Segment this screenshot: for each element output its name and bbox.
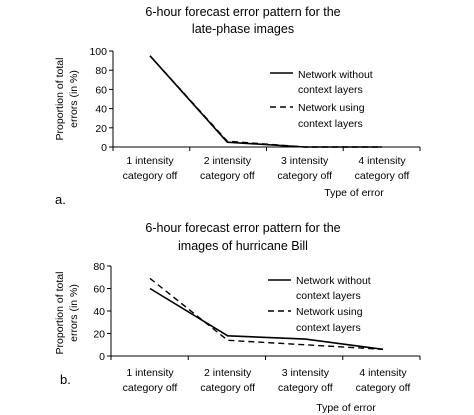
x-tick-label: category off <box>356 382 411 394</box>
y-tick-label: 60 <box>95 84 107 96</box>
chart-title-line: 6-hour forecast error pattern for the <box>145 5 340 19</box>
x-tick-label: 4 intensity <box>359 367 407 379</box>
x-tick-label: category off <box>123 170 178 182</box>
x-tick-label: category off <box>277 170 332 182</box>
y-tick-label: 40 <box>93 306 105 318</box>
legend-label: Network using <box>298 102 365 114</box>
y-tick-label: 80 <box>95 65 107 77</box>
series-line-with-context <box>149 55 382 148</box>
x-tick-label: 1 intensity <box>126 155 174 167</box>
x-axis-label: Type of error <box>316 402 376 414</box>
y-tick-label: 20 <box>95 123 107 135</box>
x-tick-label: 2 intensity <box>204 367 252 379</box>
y-axis-label-line: Proportion of total <box>54 272 66 355</box>
legend-label: Network without <box>298 69 373 81</box>
series-line-without-context <box>149 287 384 351</box>
legend-label: Network without <box>296 275 371 287</box>
y-tick-label: 0 <box>99 351 105 363</box>
x-tick-label: 4 intensity <box>358 155 406 167</box>
chart-title-line: images of hurricane Bill <box>178 239 308 253</box>
panel-label: a. <box>55 192 66 207</box>
chart-panel-a: 6-hour forecast error pattern for the lat… <box>54 5 421 207</box>
y-axis-label-line: errors (in %) <box>68 284 80 342</box>
x-tick-label: category off <box>123 382 178 394</box>
x-axis-label: Type of error <box>324 187 384 199</box>
y-tick-label: 60 <box>93 284 105 296</box>
x-tick-label: 3 intensity <box>282 367 330 379</box>
legend-label: Network using <box>296 306 363 318</box>
chart-title-line: 6-hour forecast error pattern for the <box>145 221 340 235</box>
series-line-with-context <box>149 277 384 350</box>
panel-label: b. <box>60 372 71 387</box>
x-tick-label: category off <box>355 170 410 182</box>
x-tick-label: category off <box>200 382 255 394</box>
chart-panel-b: 6-hour forecast error pattern for the ima… <box>54 221 421 414</box>
x-tick-label: 2 intensity <box>204 155 252 167</box>
legend-label: context layers <box>298 84 363 96</box>
x-tick-label: 3 intensity <box>281 155 329 167</box>
x-tick-label: 1 intensity <box>126 367 174 379</box>
x-tick-label: category off <box>278 382 333 394</box>
y-tick-label: 80 <box>93 261 105 273</box>
y-axis-label-line: Proportion of total <box>54 58 66 141</box>
legend-label: context layers <box>296 322 361 334</box>
y-axis-label-line: errors (in %) <box>68 70 80 128</box>
x-tick-label: category off <box>200 170 255 182</box>
y-tick-label: 100 <box>89 46 107 58</box>
y-tick-label: 20 <box>93 329 105 341</box>
y-tick-label: 40 <box>95 104 107 116</box>
y-tick-label: 0 <box>101 142 107 154</box>
legend-label: context layers <box>298 118 363 130</box>
legend-label: context layers <box>296 290 361 302</box>
chart-title-line: late-phase images <box>192 22 294 36</box>
